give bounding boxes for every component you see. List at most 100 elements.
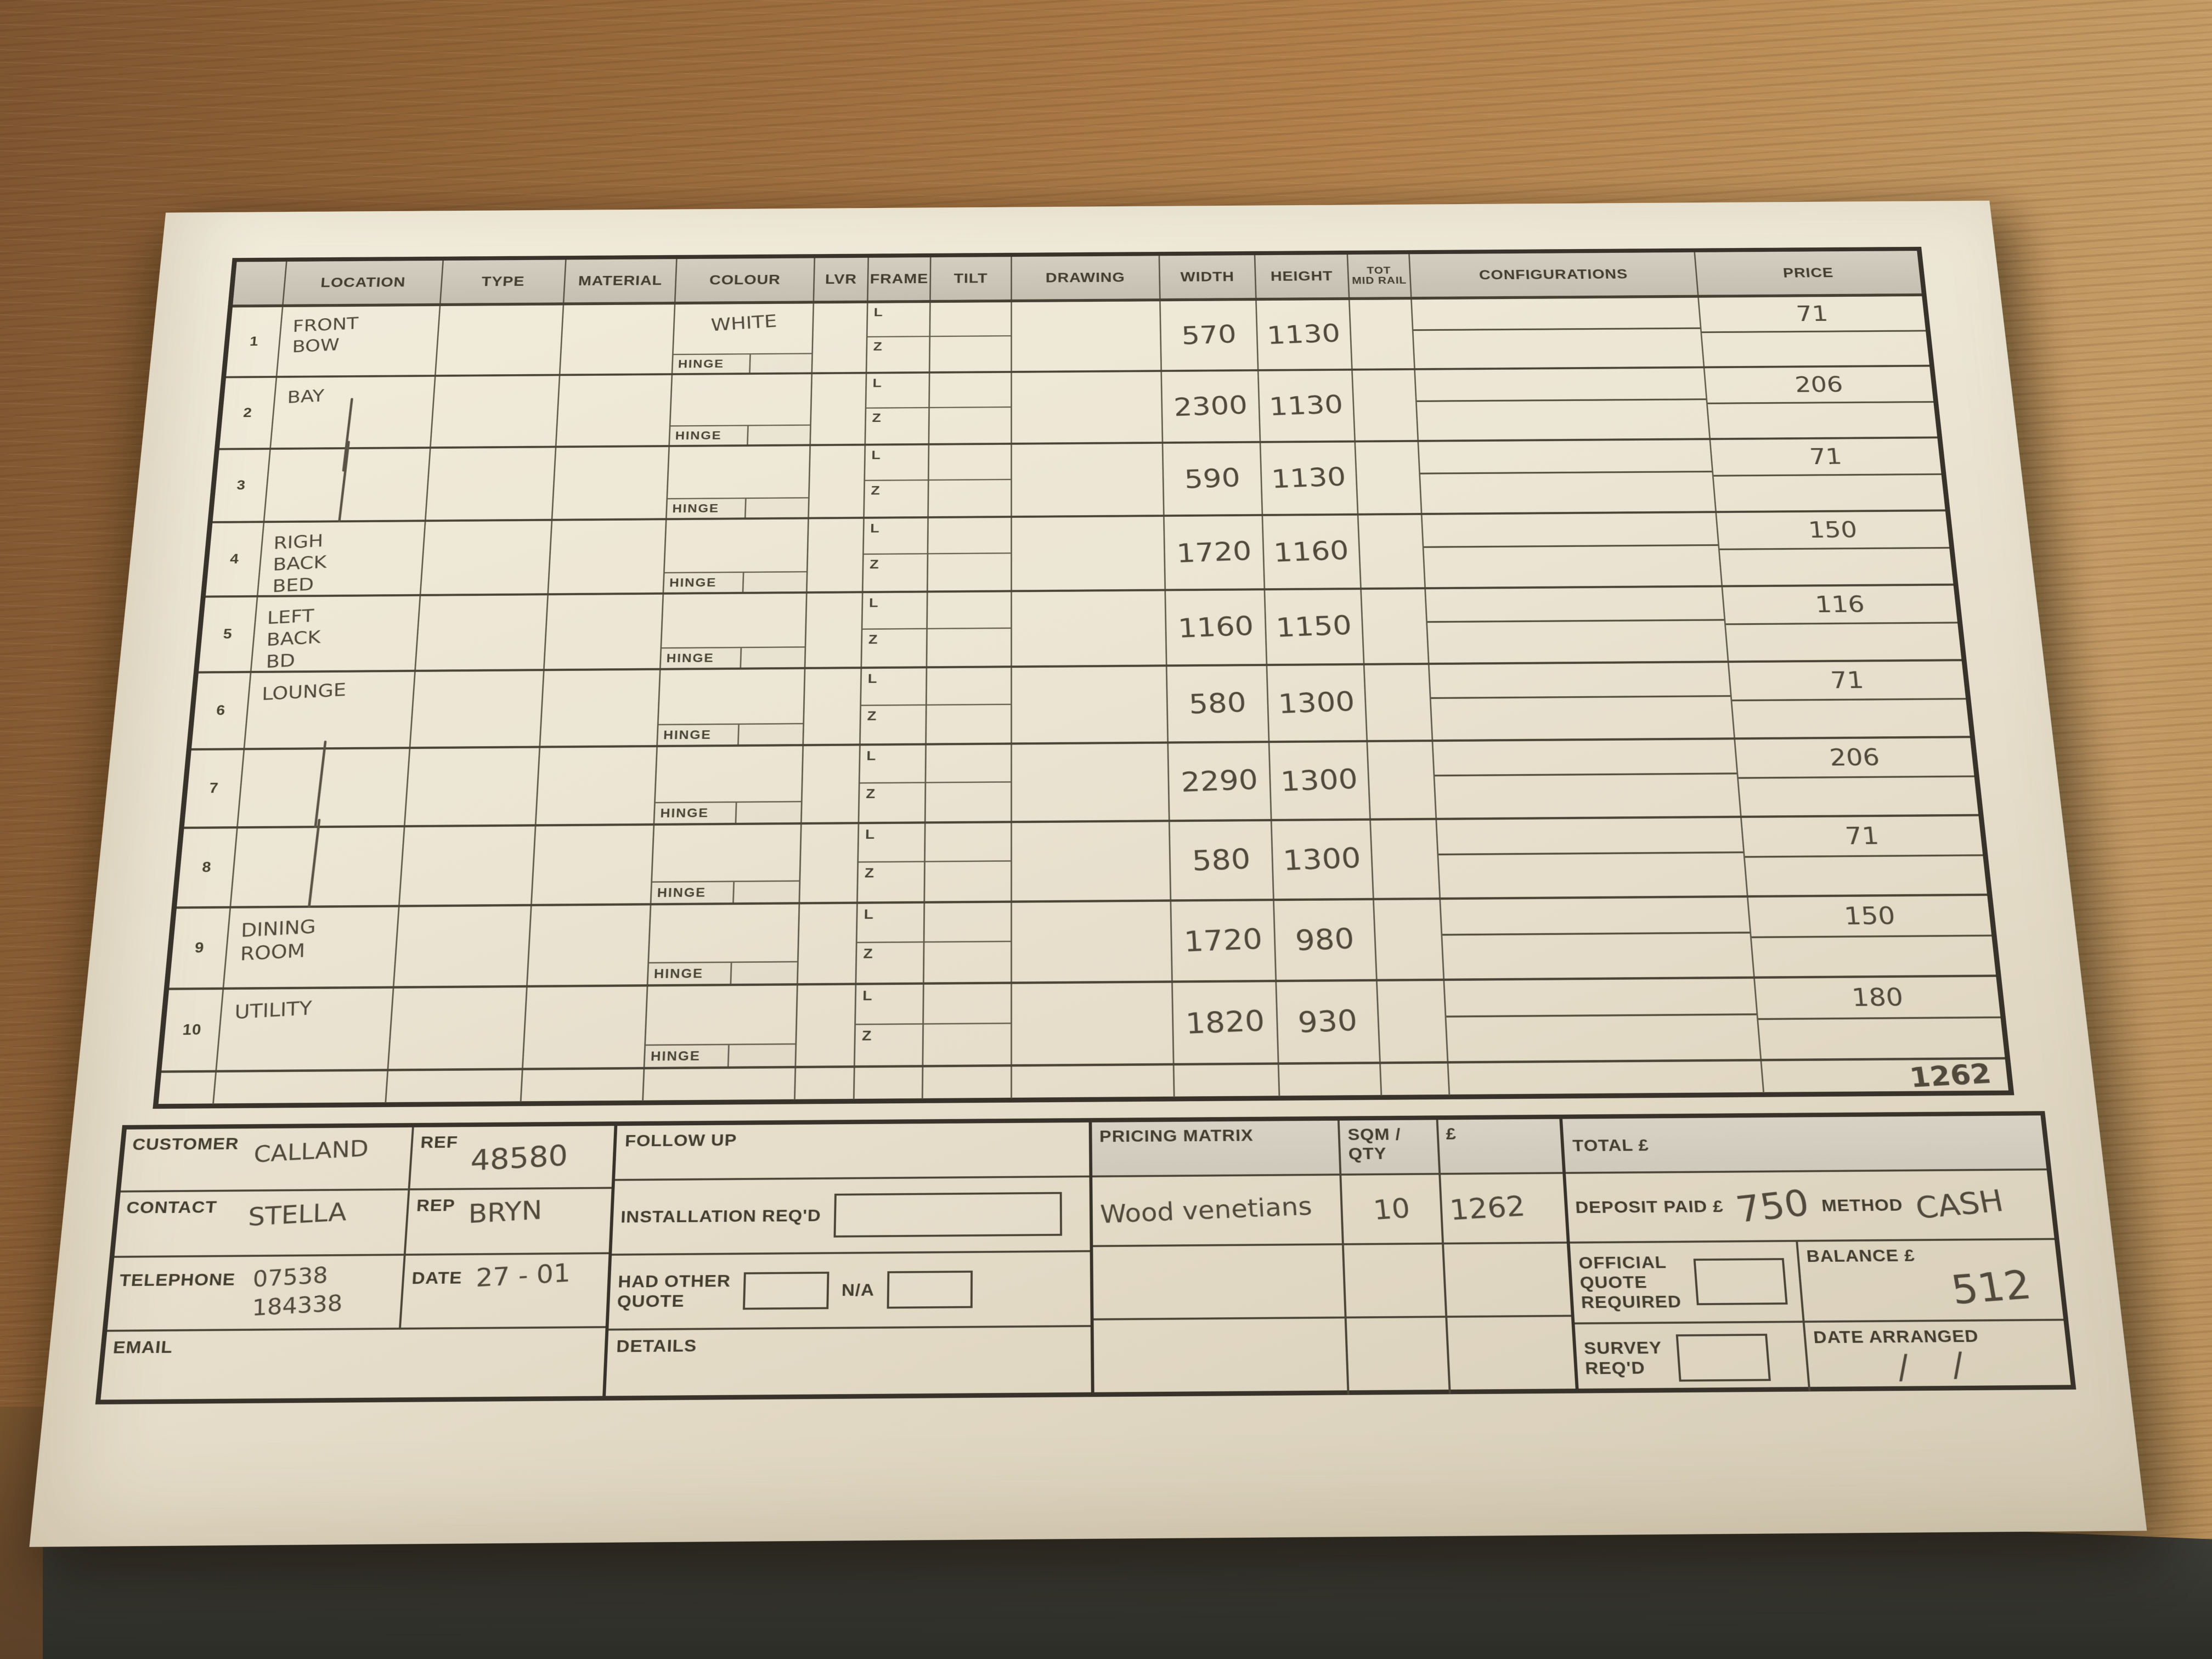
width-cell: 590 — [1163, 443, 1263, 515]
pricing-matrix-label: PRICING MATRIX — [1099, 1126, 1254, 1146]
frame-option-l: L — [866, 373, 929, 409]
type-cell — [410, 671, 545, 747]
configurations-cell — [1433, 740, 1742, 818]
tilt-upper-box — [927, 592, 1011, 630]
colour-cell: HINGE — [648, 904, 800, 985]
hinge-subrow: HINGE — [670, 424, 810, 445]
tilt-cell — [927, 592, 1012, 667]
tilt-cell — [928, 517, 1012, 591]
handwritten-location: BAY — [287, 386, 325, 408]
hinge-label: HINGE — [658, 725, 740, 745]
column-header: TOT MID RAIL — [1347, 254, 1412, 297]
column-header: WIDTH — [1159, 255, 1257, 299]
handwritten-price: 180 — [1850, 983, 1905, 1012]
hinge-subrow: HINGE — [667, 497, 809, 518]
installation-reqd-box — [833, 1192, 1062, 1238]
handwritten-location: FRONT BOW — [292, 314, 359, 357]
survey-reqd-box — [1676, 1333, 1771, 1381]
price-upper: 180 — [1755, 977, 2001, 1020]
balance-label: BALANCE £ — [1805, 1246, 1916, 1266]
total-row-empty-cell — [1012, 1065, 1175, 1098]
hinge-label: HINGE — [673, 354, 751, 374]
hinge-label: HINGE — [648, 963, 732, 985]
frame-option-l: L — [861, 668, 926, 706]
date-label: DATE — [411, 1268, 463, 1288]
handwritten-location: UTILITY — [234, 997, 312, 1024]
drawing-cell — [1012, 371, 1163, 443]
row-number-cell: 10 — [161, 990, 224, 1071]
location-cell: UTILITY — [217, 988, 394, 1070]
material-cell — [532, 825, 655, 904]
height-cell: 1150 — [1265, 590, 1364, 664]
configurations-divider — [1415, 368, 1706, 403]
price-upper: 150 — [1748, 896, 1992, 939]
column-header: HEIGHT — [1255, 255, 1350, 298]
ref-label: REF — [420, 1133, 459, 1152]
handwritten-height: 1300 — [1282, 842, 1362, 877]
tilt-lower-box — [925, 862, 1011, 901]
table-row: 3 HINGE L Z 590 1130 71 — [212, 438, 1945, 523]
ditto-mark — [314, 740, 327, 828]
handwritten-colour: WHITE — [710, 311, 778, 335]
configurations-cell — [1415, 368, 1711, 440]
follow-up-label: FOLLOW UP — [624, 1131, 737, 1150]
drawing-cell — [1012, 901, 1173, 982]
column-header: LOCATION — [283, 260, 444, 304]
drawing-cell — [1012, 743, 1170, 821]
material-cell — [544, 594, 664, 669]
rep-value: BRYN — [468, 1195, 543, 1230]
hinge-subrow: HINGE — [651, 880, 799, 904]
configurations-divider — [1426, 587, 1724, 623]
hinge-label: HINGE — [667, 499, 747, 518]
configurations-cell — [1422, 513, 1723, 588]
lvr-cell — [811, 374, 867, 444]
handwritten-price: 150 — [1807, 517, 1859, 543]
frame-option-z: Z — [867, 708, 877, 724]
handwritten-width: 2300 — [1172, 390, 1249, 422]
type-cell — [415, 595, 549, 670]
type-cell — [405, 748, 540, 825]
price-cell: 71 — [1699, 296, 1929, 366]
mid-rail-cell — [1364, 664, 1434, 740]
handwritten-height: 1300 — [1279, 763, 1359, 798]
deposit-paid-value: 750 — [1733, 1181, 1813, 1231]
table-row: 4 RIGH BACK BED HINGE L Z 1720 1160 150 — [205, 511, 1954, 598]
handwritten-width: 1160 — [1177, 611, 1255, 644]
drawing-cell — [1012, 591, 1167, 666]
frame-option-z: Z — [866, 786, 876, 802]
tilt-cell — [929, 373, 1012, 443]
location-cell: LEFT BACK BD — [251, 596, 421, 672]
width-cell: 2300 — [1161, 371, 1261, 442]
colour-cell: HINGE — [645, 985, 798, 1067]
table-row: 6 LOUNGE HINGE L Z 580 1300 71 — [191, 661, 1970, 751]
configurations-divider — [1412, 297, 1701, 331]
mid-rail-cell — [1361, 589, 1430, 663]
hinge-label: HINGE — [651, 882, 735, 904]
lvr-cell — [805, 593, 864, 667]
total-row-empty-cell — [1174, 1064, 1280, 1097]
frame-option-l: L — [859, 823, 924, 863]
hinge-subrow: HINGE — [645, 1043, 795, 1067]
total-row-empty-cell — [795, 1068, 855, 1100]
price-upper: 71 — [1699, 296, 1926, 334]
total-row-empty-cell — [1448, 1061, 1765, 1095]
handwritten-price: 150 — [1843, 902, 1897, 930]
handwritten-height: 1130 — [1270, 462, 1347, 494]
configurations-cell — [1426, 587, 1729, 663]
handwritten-price: 116 — [1814, 591, 1866, 618]
tilt-upper-box — [930, 302, 1011, 337]
drawing-cell — [1012, 667, 1169, 743]
lvr-cell — [796, 985, 857, 1066]
table-row: 7 HINGE L Z 2290 1300 206 — [184, 738, 1979, 830]
configurations-divider — [1441, 898, 1750, 936]
handwritten-width: 1720 — [1175, 536, 1252, 569]
hinge-subrow: HINGE — [654, 800, 801, 823]
column-header: LVR — [814, 257, 870, 301]
material-cell — [523, 986, 648, 1068]
